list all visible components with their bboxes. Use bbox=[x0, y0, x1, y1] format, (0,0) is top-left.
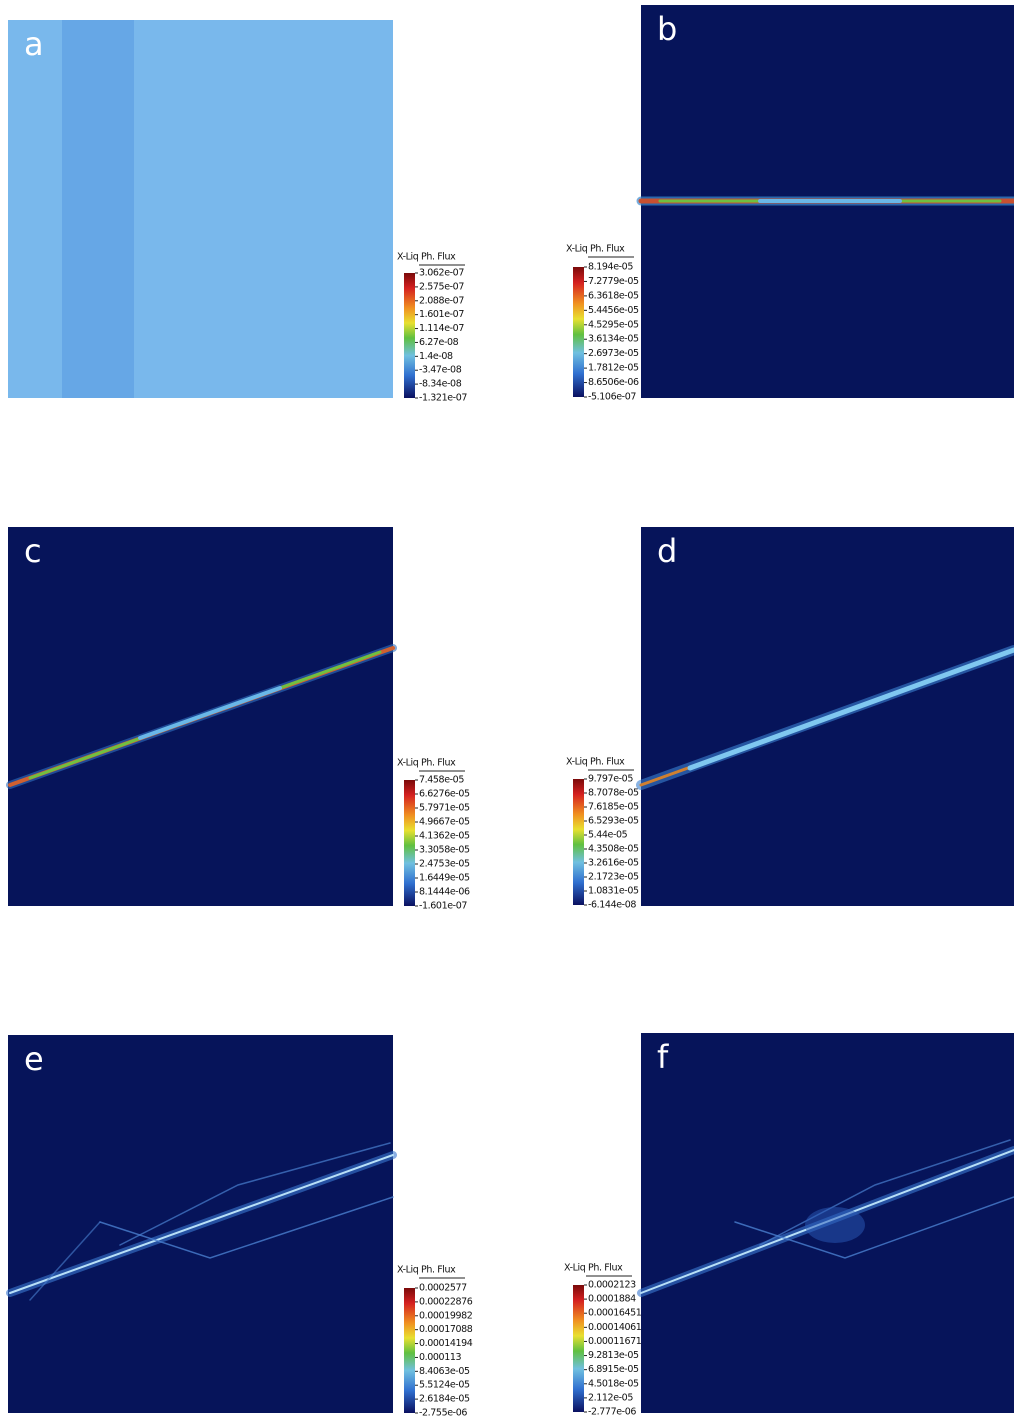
streak bbox=[759, 1139, 1011, 1246]
colorbar-tick-label: 0.0002577 bbox=[419, 1283, 467, 1294]
streak bbox=[9, 1154, 394, 1294]
colorbar-tick-label: 9.797e-05 bbox=[588, 774, 633, 785]
colorbar-tick-label: 4.3508e-05 bbox=[588, 844, 639, 855]
colorbar bbox=[573, 779, 584, 905]
colorbar-tick-label: 5.7971e-05 bbox=[419, 803, 470, 814]
streak bbox=[687, 647, 1014, 771]
streak bbox=[29, 1221, 101, 1301]
legend-title: X-Liq Ph. Flux bbox=[397, 252, 456, 263]
colorbar-tick-label: 0.00014194 bbox=[419, 1338, 473, 1349]
colorbar-tick-label: 2.6184e-05 bbox=[419, 1394, 470, 1405]
colorbar-tick-label: 5.44e-05 bbox=[588, 830, 628, 841]
colorbar bbox=[404, 780, 415, 906]
legend-title: X-Liq Ph. Flux bbox=[566, 757, 625, 768]
colorbar-tick-label: 3.3058e-05 bbox=[419, 845, 470, 856]
colorbar-tick-label: 0.0002123 bbox=[588, 1280, 636, 1291]
colorbar-tick-label: 0.00011671 bbox=[588, 1336, 642, 1347]
colorbar-tick-label: -2.777e-06 bbox=[588, 1407, 636, 1417]
colorbar-tick-label: 1.4e-08 bbox=[419, 351, 453, 362]
colorbar-tick-label: 0.00016451 bbox=[588, 1308, 642, 1319]
colorbar-tick-label: 9.2813e-05 bbox=[588, 1350, 639, 1361]
colorbar-tick-label: -1.601e-07 bbox=[419, 901, 467, 912]
colorbar-tick-label: 1.6449e-05 bbox=[419, 873, 470, 884]
colorbar-tick-label: 8.7078e-05 bbox=[588, 788, 639, 799]
colorbar-tick-label: 4.5295e-05 bbox=[588, 319, 639, 330]
colorbar-tick-label: 8.6506e-06 bbox=[588, 377, 639, 388]
colorbar-tick-label: 6.6276e-05 bbox=[419, 789, 470, 800]
panel-label: b bbox=[657, 10, 677, 48]
legend-title: X-Liq Ph. Flux bbox=[566, 244, 625, 255]
colorbar-tick-label: 3.062e-07 bbox=[419, 268, 464, 279]
streak bbox=[734, 1196, 1014, 1259]
colorbar bbox=[404, 273, 415, 398]
colorbar-tick-label: 5.4456e-05 bbox=[588, 305, 639, 316]
streak bbox=[138, 686, 282, 740]
streak bbox=[99, 1196, 394, 1259]
colorbar-tick-label: 2.4753e-05 bbox=[419, 859, 470, 870]
colorbar-tick-label: -2.755e-06 bbox=[419, 1408, 467, 1417]
colorbar-tick-label: 6.27e-08 bbox=[419, 337, 459, 348]
colorbar-tick-label: 3.2616e-05 bbox=[588, 858, 639, 869]
panel-label: c bbox=[24, 532, 42, 570]
colorbar-tick-label: 0.00022876 bbox=[419, 1296, 473, 1307]
legend-title: X-Liq Ph. Flux bbox=[397, 1265, 456, 1276]
colorbar-tick-label: 1.114e-07 bbox=[419, 323, 464, 334]
colorbar-tick-label: 4.9667e-05 bbox=[419, 817, 470, 828]
colorbar-tick-label: 8.4063e-05 bbox=[419, 1366, 470, 1377]
colorbar-tick-label: -5.106e-07 bbox=[588, 392, 636, 403]
colorbar-tick-label: -6.144e-08 bbox=[588, 900, 636, 911]
colorbar-tick-label: 7.458e-05 bbox=[419, 775, 464, 786]
colorbar-tick-label: 2.088e-07 bbox=[419, 295, 464, 306]
streak bbox=[119, 1142, 391, 1246]
colorbar-tick-label: 7.2779e-05 bbox=[588, 276, 639, 287]
panel-label: d bbox=[657, 532, 677, 570]
colorbar-tick-label: -3.47e-08 bbox=[419, 365, 462, 376]
colorbar-tick-label: 7.6185e-05 bbox=[588, 802, 639, 813]
legend-title: X-Liq Ph. Flux bbox=[397, 758, 456, 769]
colorbar-tick-label: 6.8915e-05 bbox=[588, 1364, 639, 1375]
colorbar-tick-label: -1.321e-07 bbox=[419, 393, 467, 404]
colorbar-tick-label: 2.1723e-05 bbox=[588, 872, 639, 883]
colorbar-tick-label: 8.194e-05 bbox=[588, 262, 633, 273]
colorbar-tick-label: 6.5293e-05 bbox=[588, 816, 639, 827]
colorbar-tick-label: 5.5124e-05 bbox=[419, 1380, 470, 1391]
panel-label: e bbox=[24, 1040, 44, 1078]
legend-title: X-Liq Ph. Flux bbox=[564, 1263, 623, 1274]
colorbar-tick-label: -8.34e-08 bbox=[419, 379, 462, 390]
panel-label: f bbox=[657, 1038, 669, 1076]
colorbar bbox=[404, 1288, 415, 1413]
band bbox=[62, 20, 134, 398]
colorbar-tick-label: 0.000113 bbox=[419, 1352, 461, 1363]
colorbar-tick-label: 1.0831e-05 bbox=[588, 886, 639, 897]
colorbar bbox=[573, 1285, 584, 1412]
blob bbox=[805, 1207, 865, 1243]
colorbar-tick-label: 3.6134e-05 bbox=[588, 334, 639, 345]
colorbar-tick-label: 8.1444e-06 bbox=[419, 887, 470, 898]
colorbar-tick-label: 6.3618e-05 bbox=[588, 290, 639, 301]
colorbar-tick-label: 0.0001884 bbox=[588, 1294, 636, 1305]
colorbar-tick-label: 4.1362e-05 bbox=[419, 831, 470, 842]
colorbar-tick-label: 0.00014061 bbox=[588, 1322, 642, 1333]
colorbar bbox=[573, 267, 584, 397]
colorbar-tick-label: 0.00019982 bbox=[419, 1310, 473, 1321]
colorbar-tick-label: 2.575e-07 bbox=[419, 281, 464, 292]
colorbar-tick-label: 1.7812e-05 bbox=[588, 363, 639, 374]
colorbar-tick-label: 1.601e-07 bbox=[419, 309, 464, 320]
colorbar-tick-label: 4.5018e-05 bbox=[588, 1378, 639, 1389]
colorbar-tick-label: 2.112e-05 bbox=[588, 1392, 633, 1403]
panel-label: a bbox=[24, 25, 44, 63]
colorbar-tick-label: 0.00017088 bbox=[419, 1324, 473, 1335]
colorbar-tick-label: 2.6973e-05 bbox=[588, 348, 639, 359]
